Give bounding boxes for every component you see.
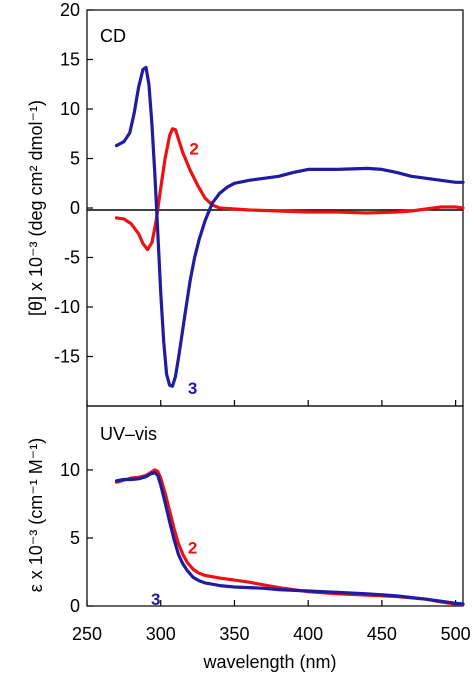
cd-panel-label: CD	[100, 26, 126, 46]
cd-y-tick-label: -5	[64, 248, 80, 268]
x-tick-label: 450	[367, 624, 397, 644]
uvvis-y-axis-title: ε x 10⁻³ (cm⁻¹ M⁻¹)	[26, 438, 46, 593]
cd-series-2-line	[114, 127, 465, 252]
uvvis-plot-frame	[86, 405, 464, 607]
uvvis-y-tick-label: 5	[70, 528, 80, 548]
x-axis: 250 300 350 400 450 500 wavelength (nm)	[72, 624, 471, 672]
cd-y-tick-label: 20	[60, 0, 80, 20]
cd-series-2-label: 2	[189, 140, 198, 159]
x-tick-label: 350	[219, 624, 249, 644]
uvvis-series-2-label: 2	[188, 538, 197, 557]
x-axis-title: wavelength (nm)	[202, 652, 336, 672]
uvvis-series-2-line	[114, 468, 465, 607]
cd-y-tick-label: -10	[54, 297, 80, 317]
uvvis-series-lines	[114, 468, 465, 607]
cd-y-tick-label: 10	[60, 99, 80, 119]
uvvis-y-axis-ticks: 10 5 0	[60, 460, 457, 616]
uvvis-series-3-label: 3	[151, 590, 160, 609]
cd-series-3-line	[114, 65, 465, 388]
uvvis-series-labels: 23	[151, 538, 197, 609]
uvvis-y-tick-label: 10	[60, 460, 80, 480]
x-tick-label: 300	[146, 624, 176, 644]
cd-y-tick-label: 15	[60, 50, 80, 70]
x-tick-label: 400	[293, 624, 323, 644]
uvvis-panel-label: UV–vis	[100, 424, 157, 444]
x-tick-label: 500	[441, 624, 471, 644]
cd-series-3-label: 3	[188, 379, 197, 398]
cd-y-axis-ticks: 20 15 10 5 0 -5 -10 -15	[54, 0, 457, 406]
uvvis-y-tick-label: 0	[70, 596, 80, 616]
cd-y-tick-label: 0	[70, 198, 80, 218]
cd-series-labels: 23	[188, 140, 199, 399]
cd-series-lines	[114, 65, 465, 388]
x-tick-label: 250	[72, 624, 102, 644]
cd-y-tick-label: 5	[70, 149, 80, 169]
cd-y-axis-title: [θ] x 10⁻³ (deg cm² dmol⁻¹)	[26, 100, 46, 316]
cd-y-tick-label: -15	[54, 347, 80, 367]
uvvis-series-3-line	[114, 471, 465, 606]
x-axis-ticks: 250 300 350 400 450 500	[72, 624, 471, 644]
